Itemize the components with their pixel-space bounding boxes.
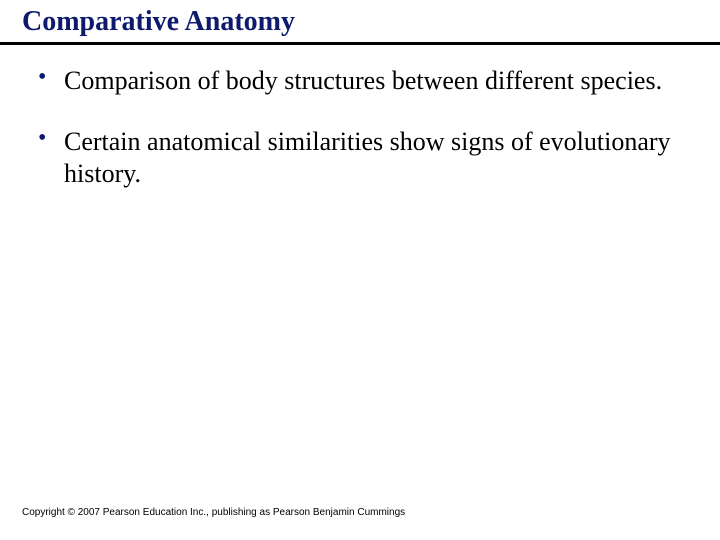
bullet-text: Comparison of body structures between di… — [64, 65, 690, 98]
content-area: • Comparison of body structures between … — [0, 45, 720, 191]
slide-title: Comparative Anatomy — [0, 6, 720, 40]
bullet-marker-icon: • — [36, 126, 64, 150]
slide: Comparative Anatomy • Comparison of body… — [0, 0, 720, 540]
bullet-text: Certain anatomical similarities show sig… — [64, 126, 690, 191]
bullet-item: • Certain anatomical similarities show s… — [36, 126, 690, 191]
bullet-item: • Comparison of body structures between … — [36, 65, 690, 98]
copyright-footer: Copyright © 2007 Pearson Education Inc.,… — [22, 507, 405, 518]
bullet-marker-icon: • — [36, 65, 64, 89]
